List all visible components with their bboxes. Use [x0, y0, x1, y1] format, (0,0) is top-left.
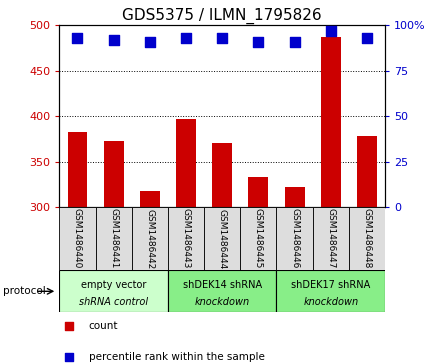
Bar — [59, 207, 95, 270]
Text: GSM1486444: GSM1486444 — [218, 209, 227, 269]
Bar — [276, 207, 313, 270]
Point — [74, 35, 81, 41]
Text: GSM1486443: GSM1486443 — [182, 208, 191, 269]
Point — [183, 35, 190, 41]
Text: GSM1486440: GSM1486440 — [73, 208, 82, 269]
Bar — [176, 119, 196, 207]
Bar — [104, 140, 124, 207]
Bar — [285, 187, 304, 207]
Point — [327, 28, 334, 34]
Point — [110, 37, 117, 43]
Bar — [276, 270, 385, 312]
Title: GDS5375 / ILMN_1795826: GDS5375 / ILMN_1795826 — [122, 8, 322, 24]
Bar — [212, 143, 232, 207]
Point — [219, 35, 226, 41]
Bar — [240, 207, 276, 270]
Text: GSM1486441: GSM1486441 — [109, 208, 118, 269]
Bar — [59, 270, 168, 312]
Bar — [168, 207, 204, 270]
Point — [363, 35, 370, 41]
Text: shDEK17 shRNA: shDEK17 shRNA — [291, 280, 370, 290]
Point — [147, 39, 154, 45]
Bar — [68, 131, 88, 207]
Point — [291, 39, 298, 45]
Text: GSM1486448: GSM1486448 — [363, 208, 371, 269]
Text: empty vector: empty vector — [81, 280, 147, 290]
Bar — [140, 191, 160, 207]
Bar — [349, 207, 385, 270]
Bar — [313, 207, 349, 270]
Text: count: count — [89, 321, 118, 331]
Text: shRNA control: shRNA control — [79, 297, 148, 307]
Text: GSM1486442: GSM1486442 — [145, 209, 154, 269]
Bar — [249, 177, 268, 207]
Text: knockdown: knockdown — [194, 297, 250, 307]
Text: GSM1486447: GSM1486447 — [326, 208, 335, 269]
Text: GSM1486445: GSM1486445 — [254, 208, 263, 269]
Bar — [204, 207, 240, 270]
Bar — [357, 136, 377, 207]
Text: GSM1486446: GSM1486446 — [290, 208, 299, 269]
Bar — [95, 207, 132, 270]
Bar — [168, 270, 276, 312]
Text: percentile rank within the sample: percentile rank within the sample — [89, 352, 264, 362]
Text: knockdown: knockdown — [303, 297, 358, 307]
Bar — [132, 207, 168, 270]
Text: protocol: protocol — [4, 286, 46, 296]
Point — [308, 235, 315, 241]
Point — [255, 39, 262, 45]
Text: shDEK14 shRNA: shDEK14 shRNA — [183, 280, 262, 290]
Bar — [321, 37, 341, 207]
